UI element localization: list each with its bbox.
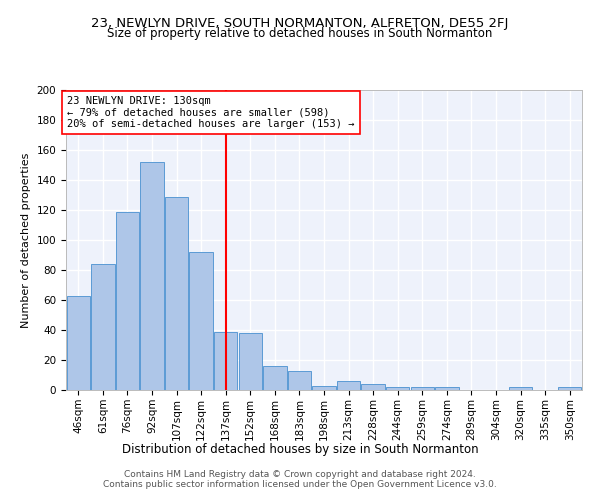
Bar <box>91 264 115 390</box>
Text: 23 NEWLYN DRIVE: 130sqm
← 79% of detached houses are smaller (598)
20% of semi-d: 23 NEWLYN DRIVE: 130sqm ← 79% of detache… <box>67 96 355 129</box>
Bar <box>337 381 360 390</box>
Bar <box>410 387 434 390</box>
Text: Size of property relative to detached houses in South Normanton: Size of property relative to detached ho… <box>107 28 493 40</box>
Bar <box>313 386 335 390</box>
Text: 23, NEWLYN DRIVE, SOUTH NORMANTON, ALFRETON, DE55 2FJ: 23, NEWLYN DRIVE, SOUTH NORMANTON, ALFRE… <box>91 18 509 30</box>
Bar <box>67 296 90 390</box>
Y-axis label: Number of detached properties: Number of detached properties <box>21 152 31 328</box>
Bar <box>558 387 581 390</box>
Bar <box>239 333 262 390</box>
Text: Contains public sector information licensed under the Open Government Licence v3: Contains public sector information licen… <box>103 480 497 489</box>
Text: Distribution of detached houses by size in South Normanton: Distribution of detached houses by size … <box>122 442 478 456</box>
Bar <box>288 370 311 390</box>
Bar <box>263 366 287 390</box>
Bar <box>190 252 213 390</box>
Bar <box>386 387 409 390</box>
Bar <box>165 196 188 390</box>
Text: Contains HM Land Registry data © Crown copyright and database right 2024.: Contains HM Land Registry data © Crown c… <box>124 470 476 479</box>
Bar <box>509 387 532 390</box>
Bar <box>140 162 164 390</box>
Bar <box>435 387 458 390</box>
Bar <box>214 332 238 390</box>
Bar <box>116 212 139 390</box>
Bar <box>361 384 385 390</box>
